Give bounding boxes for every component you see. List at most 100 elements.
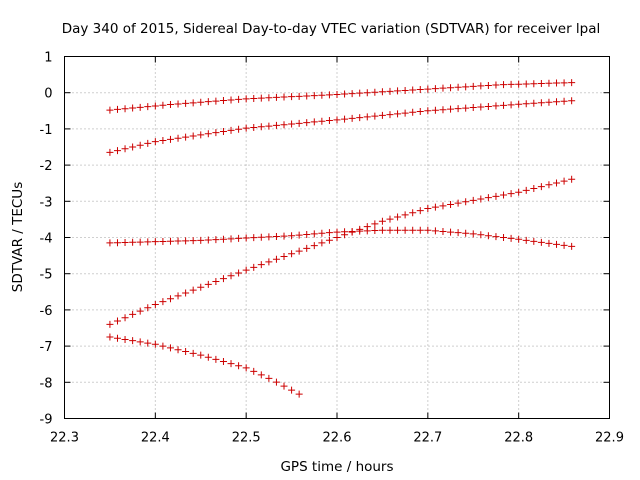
data-point xyxy=(522,80,530,88)
data-point xyxy=(144,238,152,246)
data-point xyxy=(507,190,515,198)
y-tick-label: -3 xyxy=(40,195,53,210)
data-point xyxy=(250,367,258,375)
data-point xyxy=(363,113,371,121)
data-point xyxy=(212,129,220,137)
data-point xyxy=(500,234,508,241)
data-point xyxy=(113,239,121,247)
data-point xyxy=(182,237,190,245)
data-point xyxy=(515,100,523,108)
data-point xyxy=(197,351,205,359)
x-tick-label: 22.7 xyxy=(413,431,442,446)
data-point xyxy=(416,207,424,215)
data-point xyxy=(121,314,129,322)
data-point xyxy=(386,111,394,119)
data-point xyxy=(462,229,470,237)
data-point xyxy=(250,123,258,131)
data-point xyxy=(106,333,114,341)
data-point xyxy=(265,374,273,382)
data-point xyxy=(356,114,364,122)
data-point xyxy=(242,95,250,103)
data-point xyxy=(333,91,341,99)
data-point xyxy=(295,390,303,398)
data-point xyxy=(515,235,523,243)
data-point xyxy=(219,128,227,136)
data-point xyxy=(288,250,296,258)
data-point xyxy=(197,131,205,139)
data-point xyxy=(500,191,508,199)
data-point xyxy=(447,105,455,113)
data-point xyxy=(522,236,530,244)
data-point xyxy=(416,226,424,234)
data-point xyxy=(477,82,485,90)
data-point xyxy=(553,79,561,87)
axis-ticks xyxy=(64,56,610,419)
data-point xyxy=(356,89,364,97)
data-point xyxy=(401,211,409,219)
data-point xyxy=(212,97,220,105)
data-point xyxy=(227,360,235,368)
data-point xyxy=(182,99,190,107)
data-point xyxy=(197,98,205,106)
data-point xyxy=(219,357,227,365)
data-point xyxy=(280,121,288,129)
data-point xyxy=(560,241,568,249)
data-point xyxy=(136,141,144,149)
data-point xyxy=(189,132,197,140)
data-point xyxy=(174,100,182,108)
data-point xyxy=(545,239,553,247)
x-tick-label: 22.3 xyxy=(50,431,79,446)
data-point xyxy=(409,209,417,217)
data-point xyxy=(295,247,303,255)
data-point xyxy=(189,99,197,107)
data-point xyxy=(250,94,258,102)
data-points xyxy=(106,79,576,398)
data-point xyxy=(325,91,333,99)
data-point xyxy=(250,263,258,271)
data-point xyxy=(235,125,243,133)
data-point xyxy=(530,237,538,245)
data-point xyxy=(113,317,121,325)
data-point xyxy=(257,261,265,269)
data-point xyxy=(537,183,545,191)
data-point xyxy=(454,199,462,207)
data-point xyxy=(242,124,250,132)
data-point xyxy=(431,85,439,93)
data-point xyxy=(530,185,538,193)
data-point xyxy=(537,238,545,246)
data-point xyxy=(439,84,447,92)
data-point xyxy=(204,280,212,288)
data-point xyxy=(537,80,545,88)
data-point xyxy=(219,275,227,283)
data-point xyxy=(469,230,477,238)
data-point xyxy=(447,200,455,208)
x-tick-label: 22.6 xyxy=(323,431,352,446)
data-point xyxy=(280,382,288,390)
data-point xyxy=(530,99,538,107)
data-point xyxy=(462,104,470,112)
data-point xyxy=(462,83,470,91)
data-point xyxy=(144,103,152,111)
data-point xyxy=(265,233,273,241)
data-point xyxy=(113,105,121,113)
data-point xyxy=(386,215,394,223)
data-point xyxy=(325,117,333,125)
data-point xyxy=(310,230,318,238)
data-point xyxy=(401,226,409,234)
data-point xyxy=(265,94,273,102)
data-point xyxy=(469,196,477,204)
data-point xyxy=(129,310,137,318)
data-point xyxy=(144,304,152,312)
data-point xyxy=(151,138,159,146)
data-point xyxy=(560,177,568,185)
data-point xyxy=(325,236,333,244)
data-point xyxy=(174,292,182,300)
series-2 xyxy=(106,97,576,156)
data-point xyxy=(424,85,432,93)
x-axis-label: GPS time / hours xyxy=(280,459,393,475)
data-point xyxy=(212,278,220,286)
data-point xyxy=(545,181,553,189)
data-point xyxy=(106,106,114,114)
x-tick-label: 22.5 xyxy=(232,431,261,446)
data-point xyxy=(227,96,235,104)
